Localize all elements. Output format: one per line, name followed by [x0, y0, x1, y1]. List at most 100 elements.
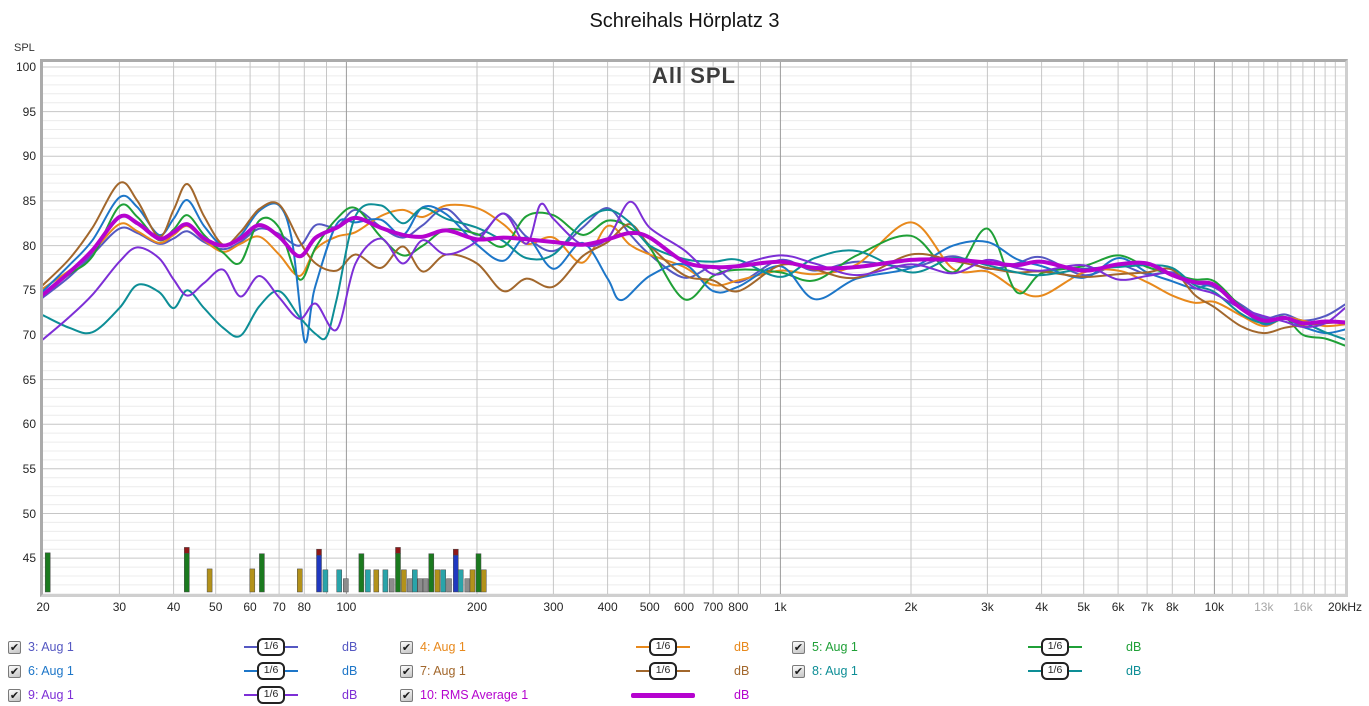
- legend-entry-6[interactable]: ✔ 6: Aug 1 1/6 dB: [0, 659, 392, 683]
- smoothing-fraction[interactable]: 1/6: [648, 638, 678, 656]
- measurement-checkbox[interactable]: ✔: [400, 640, 413, 654]
- smoothing-fraction[interactable]: 1/6: [1040, 638, 1070, 656]
- y-tick-label: 75: [22, 283, 36, 298]
- legend-entry-3[interactable]: ✔ 3: Aug 1 1/6 dB: [0, 635, 392, 659]
- measurement-checkbox[interactable]: ✔: [8, 640, 21, 654]
- measurement-checkbox[interactable]: ✔: [400, 688, 413, 702]
- legend-entry-8[interactable]: ✔ 8: Aug 1 1/6 dB: [784, 659, 1176, 683]
- trace-line-sample: [243, 670, 257, 672]
- smoothing-filter-badge: 1/6: [212, 638, 330, 656]
- smoothing-fraction[interactable]: 1/6: [256, 686, 286, 704]
- trace-line-sample: [631, 692, 695, 698]
- legend-entry-10[interactable]: ✔ 10: RMS Average 1 dB: [392, 683, 784, 706]
- measurement-checkbox[interactable]: ✔: [8, 688, 21, 702]
- x-tick-label: 300: [543, 600, 564, 614]
- chart-title: Schreihals Hörplatz 3: [589, 10, 780, 32]
- y-tick-label: 95: [22, 104, 36, 119]
- smoothing-fraction[interactable]: 1/6: [1040, 662, 1070, 680]
- trace-line-sample: [677, 670, 691, 672]
- x-tick-label: 5k: [1077, 600, 1091, 614]
- plot-area[interactable]: [40, 59, 1348, 597]
- measurement-checkbox[interactable]: ✔: [792, 640, 805, 654]
- trace-line-sample: [243, 694, 257, 696]
- trace-line-sample: [677, 646, 691, 648]
- smoothing-fraction[interactable]: 1/6: [256, 662, 286, 680]
- x-tick-label: 3k: [981, 600, 994, 614]
- x-tick-label: 80: [297, 600, 311, 614]
- smoothing-filter-badge: 1/6: [604, 662, 722, 680]
- x-tick-label: 60: [243, 600, 257, 614]
- x-tick-label: 100: [336, 600, 357, 614]
- trace-line-sample: [635, 646, 649, 648]
- x-tick-label: 7k: [1140, 600, 1154, 614]
- trace-6: [43, 194, 1345, 344]
- x-tick-label: 700: [703, 600, 724, 614]
- y-tick-label: 55: [22, 461, 36, 476]
- x-tick-label: 400: [597, 600, 618, 614]
- x-tick-label: 800: [728, 600, 749, 614]
- unit-label: dB: [734, 664, 750, 678]
- trace-line-sample: [285, 670, 299, 672]
- measurement-checkbox[interactable]: ✔: [8, 664, 21, 678]
- distortion-bars: [44, 547, 487, 593]
- smoothing-filter-badge: 1/6: [996, 662, 1114, 680]
- x-tick-label: 20: [36, 600, 50, 614]
- x-tick-label: 70: [272, 600, 286, 614]
- measurement-label: 3: Aug 1: [28, 640, 74, 654]
- x-tick-label: 200: [466, 600, 488, 614]
- trace-line-sample: [1027, 646, 1041, 648]
- trace-line-sample: [1027, 670, 1041, 672]
- smoothing-fraction[interactable]: 1/6: [256, 638, 286, 656]
- measurement-label: 6: Aug 1: [28, 664, 74, 678]
- y-tick-label: 90: [22, 149, 36, 164]
- x-tick-label: 8k: [1165, 600, 1179, 614]
- solid-line-sample: [604, 692, 722, 698]
- y-tick-label: 70: [22, 327, 36, 342]
- x-tick-label: 30: [112, 600, 127, 614]
- y-tick-label: 45: [22, 551, 36, 566]
- traces: [43, 181, 1345, 347]
- legend-entry-9[interactable]: ✔ 9: Aug 1 1/6 dB: [0, 683, 392, 706]
- measurement-label: 9: Aug 1: [28, 688, 74, 702]
- smoothing-filter-badge: 1/6: [996, 638, 1114, 656]
- trace-line-sample: [285, 646, 299, 648]
- trace-10: [43, 213, 1345, 326]
- legend-entry-4[interactable]: ✔ 4: Aug 1 1/6 dB: [392, 635, 784, 659]
- smoothing-filter-badge: 1/6: [604, 638, 722, 656]
- x-tick-label: 600: [674, 600, 695, 614]
- x-tick-label: 500: [639, 600, 660, 614]
- grid: [43, 62, 1345, 594]
- smoothing-filter-badge: 1/6: [212, 662, 330, 680]
- measurement-label: 7: Aug 1: [420, 664, 466, 678]
- y-axis-title: SPL: [14, 42, 35, 54]
- x-tick-label: 40: [166, 600, 181, 614]
- measurement-label: 4: Aug 1: [420, 640, 466, 654]
- spl-plot: [43, 62, 1345, 594]
- trace-line-sample: [1069, 646, 1083, 648]
- trace-line-sample: [243, 646, 257, 648]
- measurement-checkbox[interactable]: ✔: [400, 664, 413, 678]
- trace-line-sample: [635, 670, 649, 672]
- x-tick-label: 2k: [904, 600, 918, 614]
- legend: ✔ 3: Aug 1 1/6 dB ✔ 4: Aug 1 1/6 dB ✔ 5: Aug 1 1/6…: [0, 635, 1176, 706]
- unit-label: dB: [1126, 640, 1142, 654]
- smoothing-fraction[interactable]: 1/6: [648, 662, 678, 680]
- unit-label: dB: [342, 640, 358, 654]
- y-tick-label: 50: [22, 506, 36, 521]
- y-tick-label: 100: [15, 60, 36, 74]
- x-tick-label: 4k: [1035, 600, 1048, 614]
- x-tick-label: 20kHz: [1327, 600, 1363, 614]
- measurement-label: 5: Aug 1: [812, 640, 858, 654]
- unit-label: dB: [734, 640, 750, 654]
- legend-entry-7[interactable]: ✔ 7: Aug 1 1/6 dB: [392, 659, 784, 683]
- measurement-label: 8: Aug 1: [812, 664, 858, 678]
- trace-line-sample: [285, 694, 299, 696]
- measurement-checkbox[interactable]: ✔: [792, 664, 805, 678]
- legend-entry-5[interactable]: ✔ 5: Aug 1 1/6 dB: [784, 635, 1176, 659]
- x-tick-label: 13k: [1254, 600, 1274, 614]
- unit-label: dB: [342, 664, 358, 678]
- trace-4: [43, 203, 1345, 328]
- y-tick-label: 80: [22, 238, 36, 253]
- smoothing-filter-badge: 1/6: [212, 686, 330, 704]
